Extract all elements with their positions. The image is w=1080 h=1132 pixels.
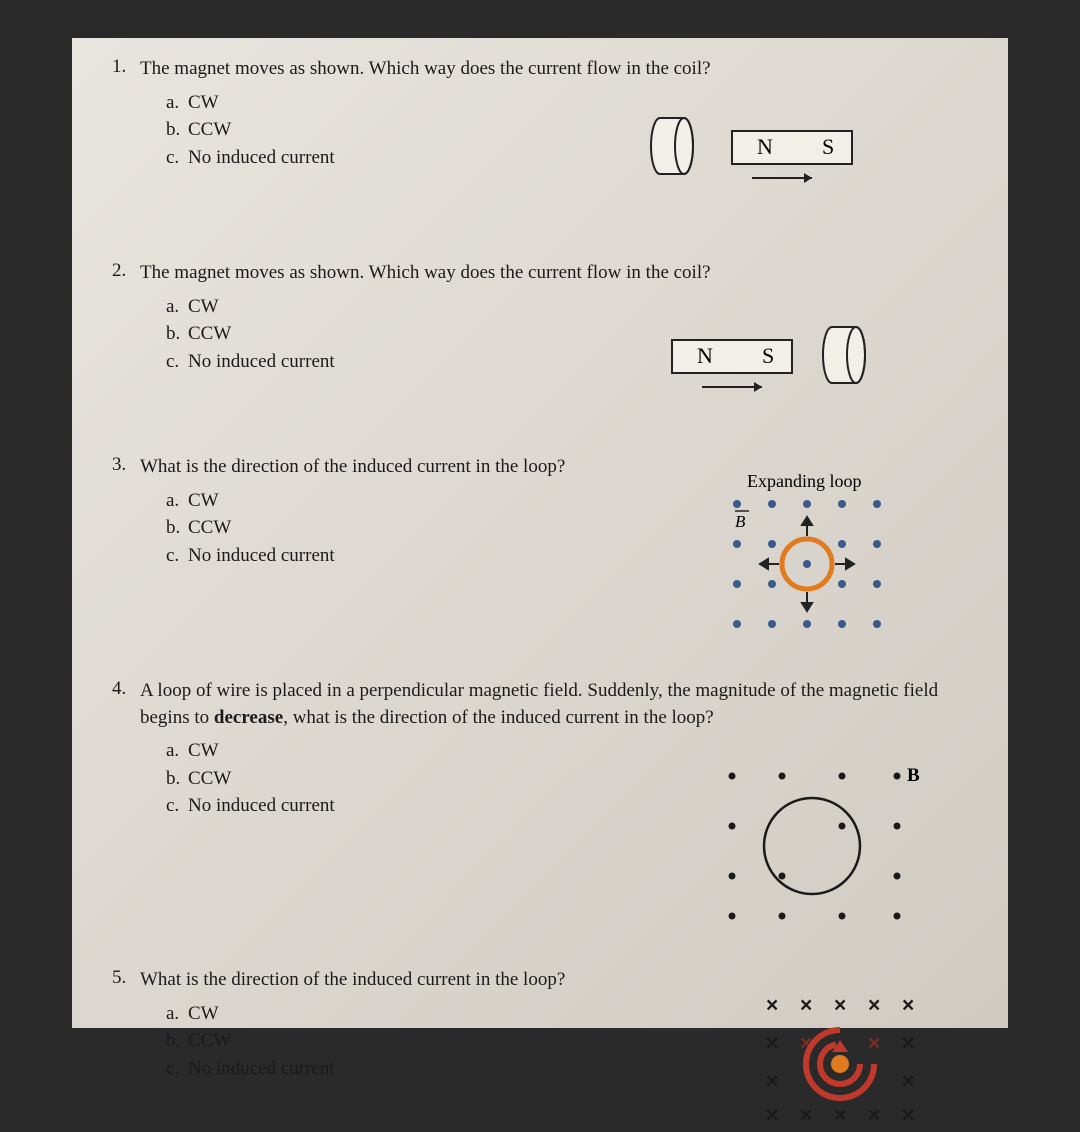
q2-figure: N S: [662, 315, 892, 405]
question-1: 1. The magnet moves as shown. Which way …: [112, 56, 968, 226]
q1-number: 1.: [112, 56, 126, 78]
q4-figure: B: [712, 756, 942, 931]
q1-figure: N S: [642, 106, 902, 196]
q4-number: 4.: [112, 678, 126, 700]
x-mark: ×: [766, 1032, 778, 1055]
q3-figure: Expanding loop B: [717, 469, 927, 654]
q5-number: 5.: [112, 967, 126, 989]
q1-text: The magnet moves as shown. Which way doe…: [140, 56, 968, 83]
question-5: 5. What is the direction of the induced …: [112, 967, 968, 1117]
question-3: 3. What is the direction of the induced …: [112, 454, 968, 644]
q2-text: The magnet moves as shown. Which way doe…: [140, 260, 968, 287]
q4-text: A loop of wire is placed in a perpendicu…: [140, 678, 968, 731]
q2-magnet-n: N: [697, 343, 713, 368]
question-4: 4. A loop of wire is placed in a perpend…: [112, 678, 968, 933]
x-mark: ×: [800, 994, 812, 1017]
x-mark: ×: [868, 1104, 880, 1127]
x-mark: ×: [834, 994, 846, 1017]
q3-fig-title: Expanding loop: [747, 471, 862, 491]
x-mark: ×: [868, 994, 880, 1017]
q5-figure: ××××× ×××× ×× ×××××: [752, 982, 942, 1132]
q1-magnet-s: S: [822, 134, 834, 159]
q4-loop-icon: [764, 798, 860, 894]
x-mark: ×: [902, 1070, 914, 1093]
x-mark: ×: [766, 1070, 778, 1093]
x-mark: ×: [902, 1032, 914, 1055]
x-mark: ×: [902, 1104, 914, 1127]
q4-dot-field: [729, 773, 901, 920]
x-mark: ×: [766, 994, 778, 1017]
x-mark: ×: [902, 994, 914, 1017]
q2-magnet-s: S: [762, 343, 774, 368]
x-mark: ×: [766, 1104, 778, 1127]
x-mark: ×: [834, 1104, 846, 1127]
q3-b-label: B: [735, 512, 746, 531]
worksheet-page: 1. The magnet moves as shown. Which way …: [72, 38, 1008, 1028]
q4-b-label: B: [907, 765, 920, 786]
q5-spiral-icon: [806, 1030, 874, 1098]
x-mark: ×: [868, 1032, 880, 1055]
question-2: 2. The magnet moves as shown. Which way …: [112, 260, 968, 420]
q3-number: 3.: [112, 454, 126, 476]
q2-number: 2.: [112, 260, 126, 282]
q1-magnet-n: N: [757, 134, 773, 159]
x-mark: ×: [800, 1104, 812, 1127]
